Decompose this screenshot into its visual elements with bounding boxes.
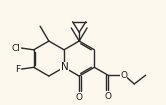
- Text: O: O: [76, 93, 83, 102]
- Text: Cl: Cl: [11, 44, 20, 53]
- Text: N: N: [61, 62, 69, 72]
- Text: O: O: [105, 92, 112, 101]
- Text: O: O: [120, 71, 127, 80]
- Text: F: F: [16, 65, 21, 74]
